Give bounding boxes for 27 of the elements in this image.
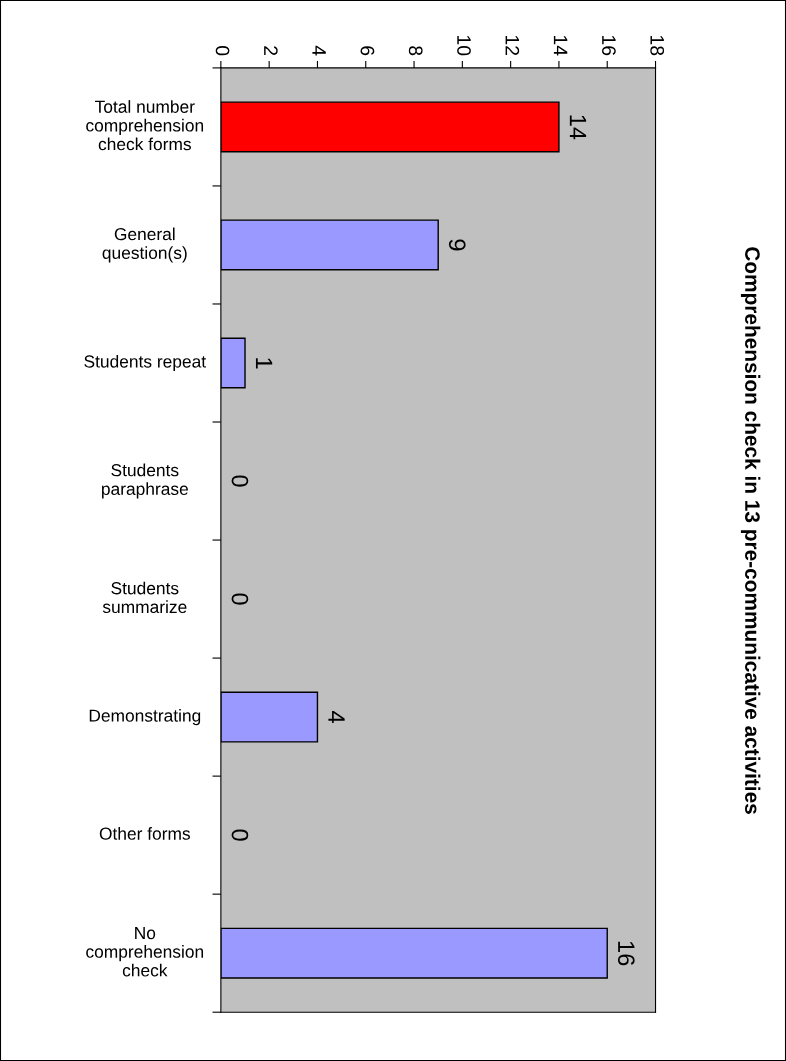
data-label: 16 (617, 941, 635, 966)
y-tick-label: Other forms (99, 827, 190, 840)
data-label: 0 (231, 475, 249, 487)
y-tick-label: Students repeat (84, 354, 206, 372)
x-tick-label: 8 (408, 46, 423, 56)
y-tick-label: Total number comprehension check forms (86, 100, 204, 151)
data-label: 4 (328, 711, 345, 723)
x-tick-label: 2 (264, 46, 278, 56)
data-label: 1 (255, 358, 273, 369)
data-label: 0 (231, 593, 249, 605)
x-tick-label: 16 (602, 35, 616, 56)
x-tick-label: 0 (215, 46, 230, 56)
y-tick-label: No comprehension check (86, 927, 204, 977)
data-label: 0 (231, 829, 249, 841)
text: Comprehension check in 13 pre-communicative activities (740, 247, 761, 814)
data-label: 9 (448, 239, 466, 251)
data-label: 14 (569, 115, 587, 140)
y-tick-label: Students summarize (102, 581, 187, 614)
x-tick-label: 4 (312, 45, 326, 56)
y-tick-label: Students paraphrase (102, 463, 188, 499)
y-tick-label: Demonstrating (89, 709, 201, 726)
x-tick-label: 14 (553, 35, 568, 56)
x-tick-label: 18 (650, 35, 665, 56)
x-tick-label: 12 (505, 35, 520, 56)
x-tick-label: 6 (360, 46, 375, 56)
x-tick-label: 10 (457, 35, 471, 56)
y-tick-label: General question(s) (102, 227, 187, 263)
